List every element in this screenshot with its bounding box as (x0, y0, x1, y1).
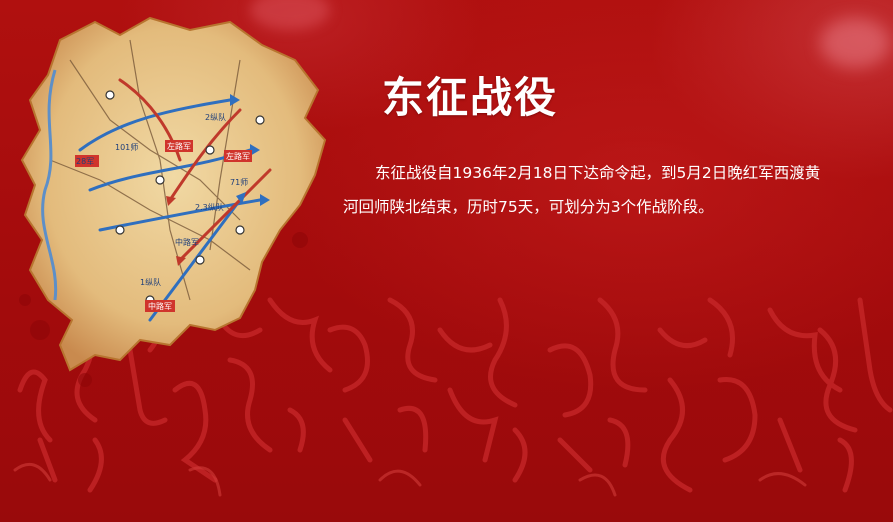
map-label: 28军 (76, 157, 94, 166)
map-label: 1纵队 (140, 277, 161, 287)
map-label: 2.3纵队 (195, 202, 224, 212)
map-label: 中路军 (175, 237, 199, 247)
map-label: 左路军 (167, 141, 191, 151)
map-label: 中路军 (148, 301, 172, 311)
battle-map-image: 28军 左路军 左路军 中路军 中路军 101师 2纵队 1纵队 2.3纵队 7… (19, 16, 327, 387)
decorative-glow-right (820, 18, 890, 68)
map-label: 71师 (230, 177, 248, 187)
map-label: 101师 (115, 142, 138, 152)
description-text: 东征战役自1936年2月18日下达命令起，到5月2日晚红军西渡黄河回师陕北结束，… (343, 164, 821, 216)
map-label: 2纵队 (205, 112, 226, 122)
map-label: 左路军 (226, 151, 250, 161)
page-title: 东征战役 (382, 73, 559, 122)
